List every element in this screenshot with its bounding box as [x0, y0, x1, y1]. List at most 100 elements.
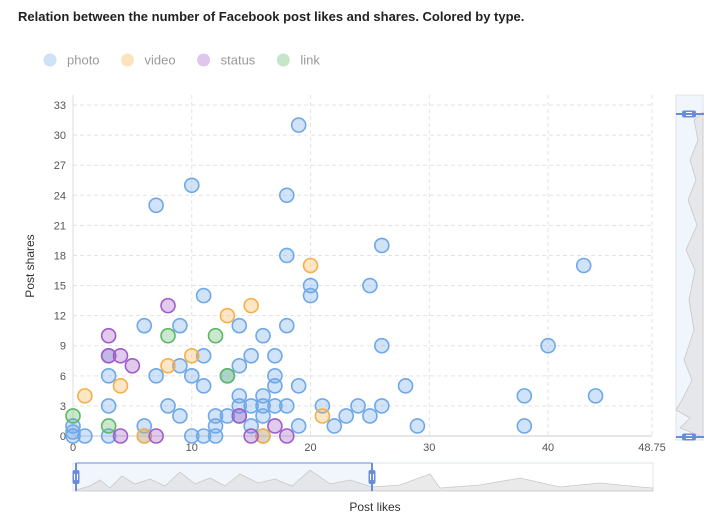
- data-point[interactable]: [100, 327, 117, 344]
- legend-label: status: [221, 53, 256, 68]
- y-range-navigator[interactable]: [675, 94, 704, 441]
- data-point[interactable]: [278, 398, 295, 414]
- x-navigator-left-handle[interactable]: [72, 463, 80, 491]
- y-tick-label: 18: [54, 250, 66, 262]
- data-point[interactable]: [172, 317, 188, 334]
- data-point[interactable]: [290, 117, 307, 133]
- data-point[interactable]: [219, 408, 236, 424]
- data-point[interactable]: [100, 347, 117, 364]
- data-point[interactable]: [373, 237, 390, 254]
- legend-item-video[interactable]: video: [121, 53, 176, 68]
- data-point[interactable]: [231, 388, 248, 404]
- data-point[interactable]: [148, 197, 164, 214]
- data-point[interactable]: [516, 418, 533, 434]
- x-tick-label: 20: [304, 442, 316, 454]
- data-point[interactable]: [326, 418, 343, 434]
- data-point[interactable]: [172, 357, 188, 374]
- data-point[interactable]: [255, 428, 271, 444]
- data-point[interactable]: [397, 378, 414, 394]
- data-point[interactable]: [231, 408, 248, 424]
- axes: [72, 95, 652, 437]
- data-point[interactable]: [148, 428, 164, 444]
- data-point[interactable]: [195, 428, 212, 444]
- data-point[interactable]: [100, 368, 117, 384]
- data-point[interactable]: [278, 247, 295, 264]
- data-point[interactable]: [267, 398, 283, 414]
- data-point[interactable]: [77, 388, 93, 404]
- data-point[interactable]: [540, 337, 556, 354]
- legend-item-status[interactable]: status: [197, 53, 256, 68]
- data-point[interactable]: [278, 428, 295, 444]
- data-point[interactable]: [183, 177, 200, 194]
- data-point[interactable]: [314, 408, 331, 424]
- y-navigator-top-handle[interactable]: [676, 110, 704, 118]
- y-navigator-bottom-handle[interactable]: [676, 433, 704, 441]
- data-point[interactable]: [172, 408, 188, 424]
- data-point[interactable]: [231, 317, 248, 334]
- x-navigator-right-handle[interactable]: [368, 463, 376, 491]
- legend-item-photo[interactable]: photo: [43, 53, 100, 68]
- data-point[interactable]: [183, 347, 200, 364]
- x-tick-label: 48.75: [638, 442, 666, 454]
- x-tick-labels: 0 10 20 30 40 48.75: [70, 442, 666, 454]
- data-point[interactable]: [183, 368, 200, 384]
- data-point[interactable]: [207, 408, 224, 424]
- legend-label: link: [300, 53, 320, 68]
- y-tick-labels: 0 3 6 9 12 15 18 21 24 27 30 33: [54, 100, 66, 443]
- data-point[interactable]: [112, 378, 129, 394]
- data-point[interactable]: [65, 408, 81, 424]
- data-point[interactable]: [278, 187, 295, 204]
- data-point[interactable]: [243, 398, 259, 414]
- data-point[interactable]: [160, 297, 176, 314]
- data-point[interactable]: [195, 347, 212, 364]
- data-point[interactable]: [160, 357, 176, 374]
- data-point[interactable]: [302, 257, 319, 274]
- data-point[interactable]: [136, 317, 153, 334]
- data-point[interactable]: [255, 327, 271, 344]
- data-point[interactable]: [278, 317, 295, 334]
- data-point[interactable]: [112, 428, 129, 444]
- legend: photo video status link: [43, 53, 321, 68]
- legend-item-link[interactable]: link: [276, 53, 321, 68]
- data-point[interactable]: [243, 297, 259, 314]
- data-point[interactable]: [219, 307, 236, 324]
- data-point[interactable]: [183, 428, 200, 444]
- data-point[interactable]: [136, 428, 153, 444]
- data-point[interactable]: [267, 368, 283, 384]
- data-point[interactable]: [373, 337, 390, 354]
- data-point[interactable]: [160, 327, 176, 344]
- data-point[interactable]: [124, 357, 141, 374]
- data-point[interactable]: [409, 418, 426, 434]
- data-point[interactable]: [219, 368, 236, 384]
- data-point[interactable]: [373, 398, 390, 414]
- data-point[interactable]: [267, 418, 283, 434]
- data-point[interactable]: [302, 277, 319, 294]
- data-point[interactable]: [338, 408, 354, 424]
- data-point[interactable]: [195, 287, 212, 304]
- data-point[interactable]: [362, 408, 378, 424]
- data-point[interactable]: [575, 257, 592, 274]
- data-point[interactable]: [243, 428, 259, 444]
- data-point[interactable]: [362, 277, 378, 294]
- data-point[interactable]: [160, 398, 176, 414]
- data-point[interactable]: [243, 347, 259, 364]
- data-point[interactable]: [350, 398, 366, 414]
- data-point[interactable]: [207, 327, 224, 344]
- data-point[interactable]: [587, 388, 604, 404]
- data-point[interactable]: [290, 378, 307, 394]
- legend-label: video: [145, 53, 176, 68]
- data-point[interactable]: [290, 418, 307, 434]
- y-tick-label: 15: [54, 281, 66, 293]
- data-point[interactable]: [516, 388, 533, 404]
- data-point[interactable]: [255, 388, 271, 404]
- data-point[interactable]: [148, 368, 164, 384]
- data-point[interactable]: [267, 347, 283, 364]
- data-point[interactable]: [231, 357, 248, 374]
- data-point[interactable]: [77, 428, 93, 444]
- x-range-navigator[interactable]: [72, 462, 654, 492]
- data-point[interactable]: [100, 418, 117, 434]
- data-point[interactable]: [112, 347, 129, 364]
- x-tick-label: 10: [186, 442, 198, 454]
- data-point[interactable]: [100, 398, 117, 414]
- data-point[interactable]: [195, 378, 212, 394]
